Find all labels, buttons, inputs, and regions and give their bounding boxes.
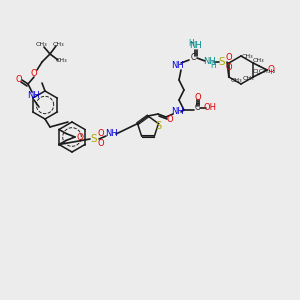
Text: CH₃: CH₃ [242,76,254,82]
Text: O: O [76,133,83,142]
Text: C: C [190,53,196,62]
Text: S: S [155,121,161,130]
Text: O: O [195,92,201,101]
Text: O: O [16,74,22,83]
Text: C: C [194,103,200,112]
Text: O: O [98,130,104,139]
Text: NH: NH [27,92,39,100]
Text: NH: NH [171,107,183,116]
Text: CH₃: CH₃ [35,41,47,46]
Text: NH: NH [202,58,215,67]
Text: NH: NH [190,41,202,50]
Text: O: O [31,68,37,77]
Text: O: O [268,65,274,74]
Text: NH: NH [105,130,117,139]
Text: H: H [188,38,194,47]
Text: OH: OH [203,103,217,112]
Text: CH₃: CH₃ [230,77,242,83]
Text: O: O [226,62,232,71]
Text: O: O [98,140,104,148]
Text: C(CH₃)₂: C(CH₃)₂ [253,70,276,74]
Text: CH₃: CH₃ [252,58,264,62]
Text: CH₃: CH₃ [52,41,64,46]
Text: H: H [210,61,216,70]
Text: S: S [91,134,97,144]
Text: S: S [219,57,225,67]
Text: CH₃: CH₃ [55,58,67,62]
Text: O: O [167,115,173,124]
Text: NH: NH [171,61,183,70]
Text: O: O [226,52,232,62]
Text: CH₃: CH₃ [241,53,253,58]
